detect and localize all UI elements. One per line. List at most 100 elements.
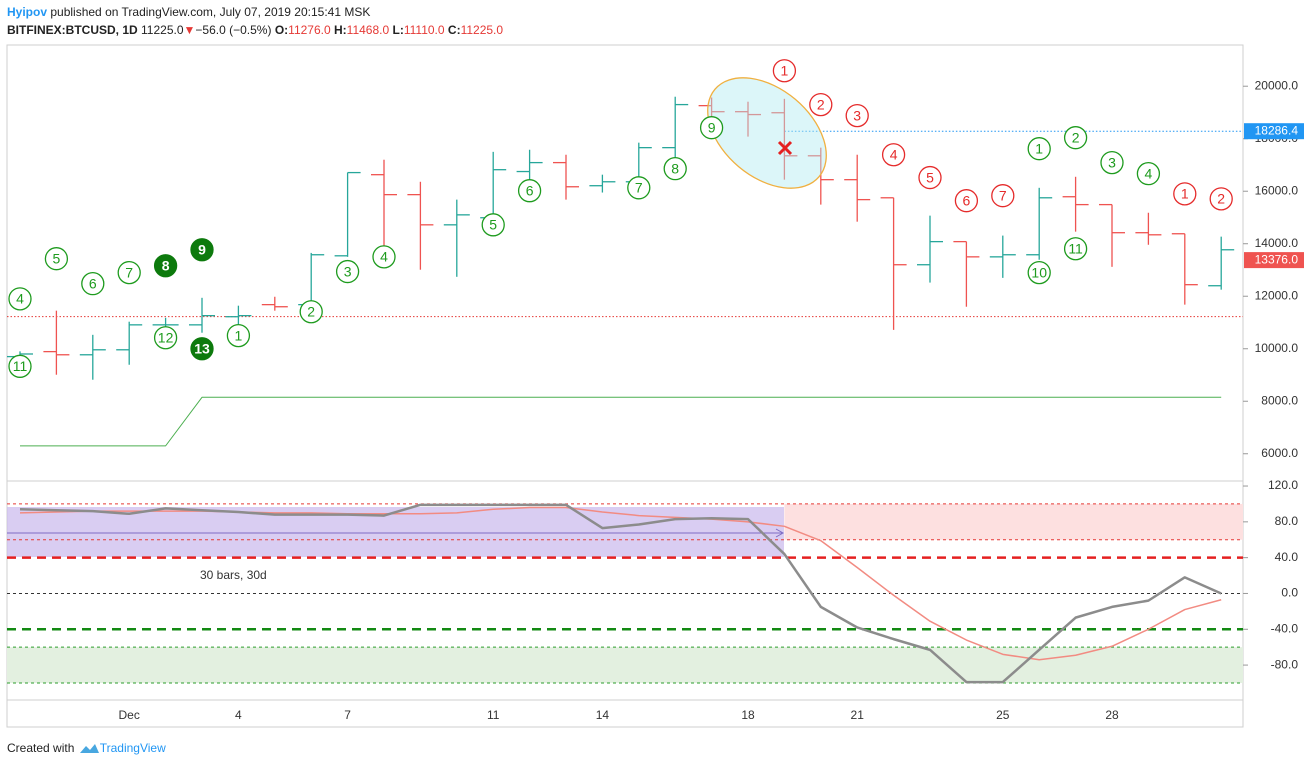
- footer: Created with TradingView: [7, 740, 166, 755]
- y-tick-label: 20000.0: [1255, 78, 1299, 92]
- count-label: 2: [307, 303, 315, 319]
- price-tag: [1244, 252, 1304, 269]
- count-marker: [117, 260, 141, 285]
- count-label: 9: [198, 241, 206, 257]
- count-label: 9: [708, 119, 716, 135]
- h-label: H:: [334, 23, 347, 37]
- count-label: 2: [817, 96, 825, 112]
- measure-box: [7, 507, 784, 557]
- count-label: 13: [194, 340, 210, 356]
- count-label: 5: [53, 250, 61, 266]
- measure-arrowhead: [775, 528, 785, 538]
- count-marker: [1173, 182, 1197, 206]
- h: 11468.0: [346, 23, 390, 37]
- cross-marker: [777, 140, 793, 156]
- count-label: 10: [1031, 264, 1047, 280]
- header-line: Hyipov published on TradingView.com, Jul…: [7, 5, 370, 19]
- count-marker: [1136, 161, 1161, 186]
- count-label: 5: [489, 217, 497, 233]
- highlight-ellipse: [707, 77, 827, 189]
- count-marker: [991, 184, 1015, 208]
- count-marker: [663, 156, 687, 181]
- c: 11225.0: [460, 23, 504, 37]
- count-marker: [44, 247, 69, 271]
- count-marker: [918, 165, 942, 190]
- y-tick-label: 12000.0: [1255, 288, 1299, 302]
- count-label: 7: [999, 187, 1007, 203]
- chart: 30 bars, 30d 6000.0 8000.0 10000.0 12000.0 1…: [6, 44, 1304, 728]
- level-tag: [1244, 123, 1304, 140]
- y-tick-label: 40.0: [1275, 550, 1299, 564]
- brand[interactable]: TradingView: [99, 741, 166, 755]
- count-label: 11: [1068, 240, 1083, 256]
- count-label: 4: [16, 291, 24, 307]
- count-marker: [8, 354, 32, 378]
- band: [784, 503, 1243, 540]
- last: 11225.0: [141, 23, 184, 37]
- y-tick-label: 16000.0: [1255, 183, 1299, 197]
- arrow: ▼: [183, 23, 196, 37]
- count-marker: [8, 287, 32, 311]
- o-label: O:: [274, 23, 289, 37]
- change: −56.0 (−0.5%): [195, 23, 272, 37]
- count-label: 4: [890, 146, 898, 162]
- count-marker: [772, 59, 797, 83]
- level-tag-label: 18286.4: [1255, 123, 1299, 137]
- count-label: 5: [926, 169, 934, 185]
- count-marker: [1209, 187, 1233, 211]
- y-tick-label: 120.0: [1268, 478, 1298, 492]
- created: Created with: [7, 741, 75, 755]
- y-tick-label: 10000.0: [1255, 341, 1299, 355]
- measure-label: 30 bars, 30d: [200, 568, 267, 582]
- count-marker: [954, 189, 979, 213]
- count-label: 4: [380, 249, 388, 265]
- y-tick-label: 6000.0: [1261, 446, 1298, 460]
- count-marker: [190, 337, 214, 361]
- frame: [6, 44, 1244, 728]
- y-tick-label: 8000.0: [1261, 393, 1298, 407]
- x-tick-label: 4: [235, 708, 242, 722]
- count-label: 3: [344, 263, 352, 279]
- count-marker: [1100, 150, 1124, 175]
- count-marker: [699, 116, 724, 140]
- cross: [777, 140, 793, 156]
- symbol-line: BITFINEX:BTCUSD, 1D 11225.0▼−56.0 (−0.5%…: [7, 23, 503, 37]
- count-label: 6: [963, 192, 971, 208]
- count-label: 3: [1108, 154, 1116, 170]
- count-label: 1: [1181, 186, 1189, 202]
- count-label: 3: [853, 107, 861, 123]
- count-label: 6: [89, 275, 97, 291]
- count-marker: [809, 92, 833, 117]
- c-label: C:: [447, 23, 461, 37]
- line: [20, 396, 1222, 447]
- count-label: 8: [162, 257, 170, 273]
- count-marker: [627, 176, 651, 200]
- count-marker: [881, 143, 906, 167]
- count-marker: [1063, 237, 1088, 261]
- price-tag-label: 13376.0: [1255, 252, 1299, 266]
- count-marker: [517, 179, 542, 203]
- count-marker: [845, 103, 869, 128]
- count-label: 7: [125, 264, 133, 280]
- count-label: 2: [1217, 191, 1225, 207]
- y-tick-label: -80.0: [1271, 657, 1299, 671]
- logo-shape: [79, 744, 99, 753]
- count-marker: [1063, 126, 1088, 150]
- band: [7, 647, 1243, 683]
- author[interactable]: Hyipov: [7, 5, 48, 19]
- x-tick-label: Dec: [119, 708, 140, 722]
- count-label: 7: [635, 180, 643, 196]
- l-label: L:: [392, 23, 404, 37]
- count-marker: [226, 323, 251, 348]
- x-tick-label: 21: [851, 708, 865, 722]
- y-tick-label: 80.0: [1275, 514, 1299, 528]
- count-marker: [81, 271, 105, 296]
- o: 11276.0: [288, 23, 331, 37]
- x-tick-label: 25: [996, 708, 1010, 722]
- count-marker: [299, 300, 323, 324]
- published: published on TradingView.com, July 07, 2…: [50, 5, 371, 19]
- x-tick-label: 18: [741, 708, 755, 722]
- y-tick-label: -40.0: [1271, 621, 1299, 635]
